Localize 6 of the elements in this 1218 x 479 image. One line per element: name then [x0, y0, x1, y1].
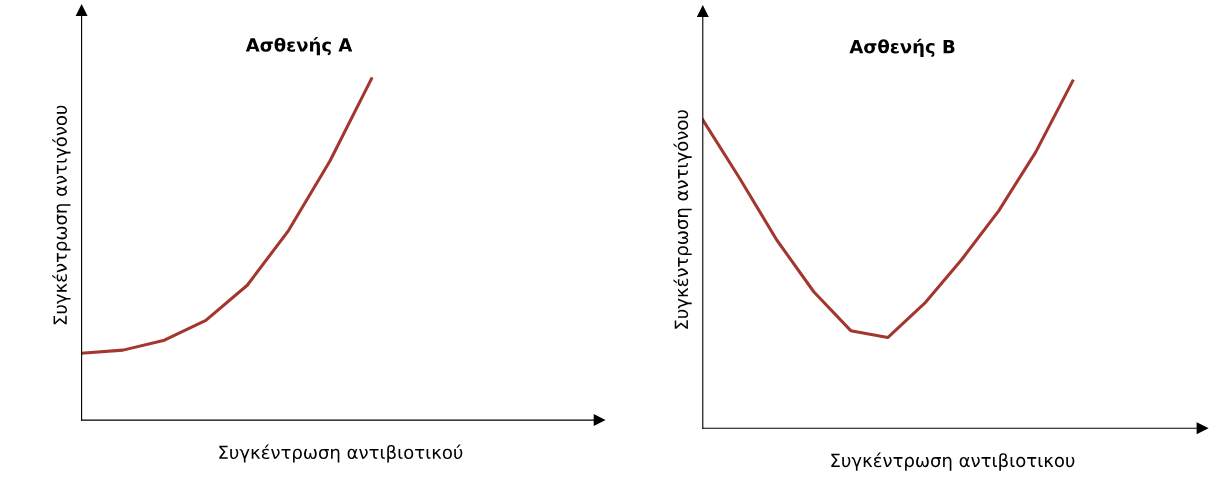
chart-title: Ασθενής Α	[245, 37, 353, 56]
x-axis-title: Συγκέντρωση αντιβιοτικου	[831, 452, 1075, 471]
x-axis-title: Συγκέντρωση αντιβιοτικού	[219, 444, 463, 463]
y-axis-title: Συγκέντρωση αντιγόνου	[52, 105, 71, 325]
chart-title: Ασθενής Β	[849, 38, 955, 57]
y-axis-title: Συγκέντρωση αντιγόνου	[673, 110, 692, 329]
